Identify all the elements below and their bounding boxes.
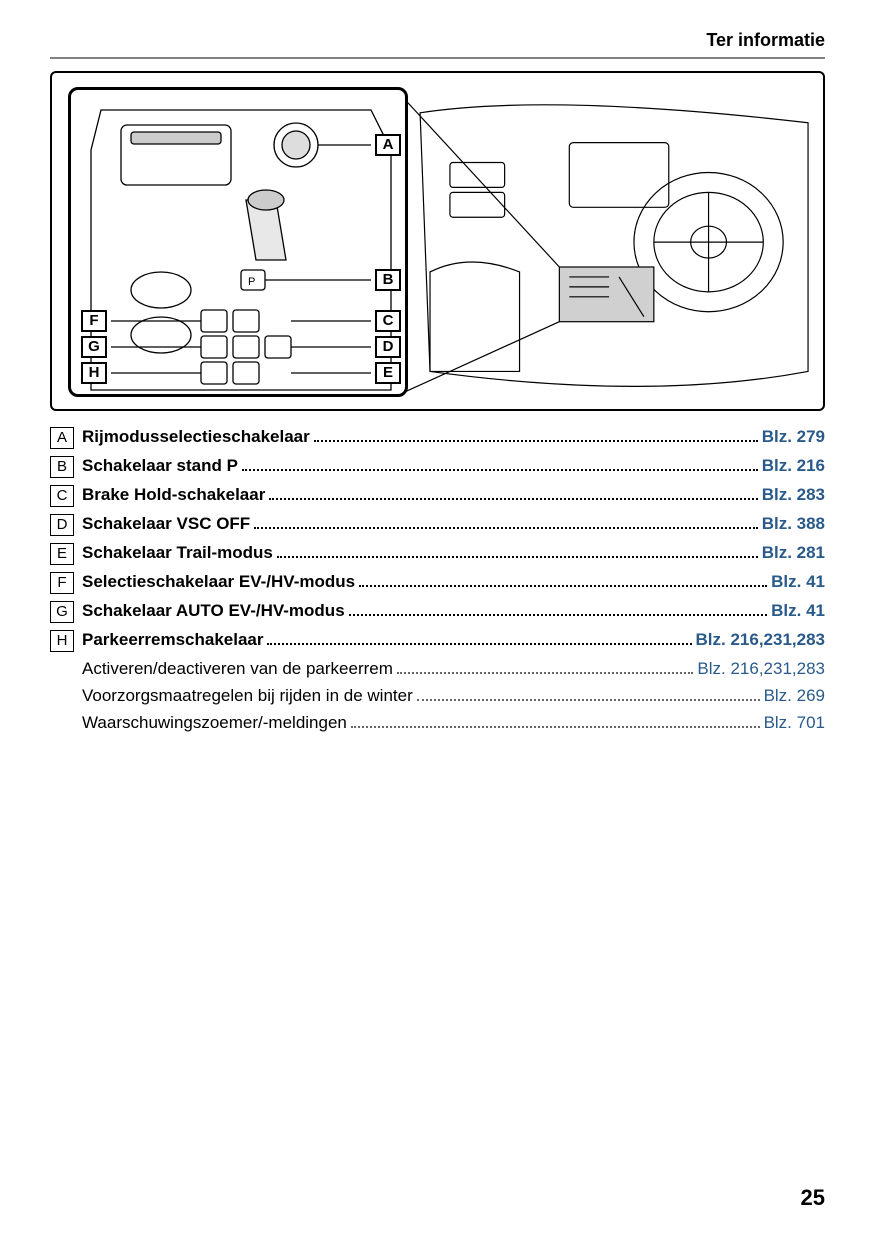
page-header: Ter informatie	[50, 30, 825, 59]
index-list: A Rijmodusselectieschakelaar Blz. 279 B …	[50, 425, 825, 733]
leader-dots	[269, 483, 757, 500]
figure-inset: P	[68, 87, 408, 397]
leader-dots	[359, 570, 767, 587]
svg-text:P: P	[248, 276, 255, 288]
index-label: Rijmodusselectieschakelaar	[82, 427, 310, 447]
index-label: Brake Hold-schakelaar	[82, 485, 265, 505]
leader-dots	[397, 657, 694, 674]
index-letter: G	[50, 601, 74, 623]
index-label: Parkeerremschakelaar	[82, 630, 263, 650]
leader-dots	[314, 425, 758, 442]
index-sublabel: Waarschuwingszoemer/-meldingen	[82, 713, 347, 733]
index-sublabel: Voorzorgsmaatregelen bij rijden in de wi…	[82, 686, 413, 706]
index-row: H Parkeerremschakelaar Blz. 216,231,283	[50, 628, 825, 652]
index-label: Schakelaar VSC OFF	[82, 514, 250, 534]
manual-page: Ter informatie	[0, 0, 875, 1241]
index-label: Selectieschakelaar EV-/HV-modus	[82, 572, 355, 592]
page-reference[interactable]: Blz. 216,231,283	[697, 659, 825, 679]
leader-dots	[417, 684, 760, 701]
index-letter: F	[50, 572, 74, 594]
index-subrow: Activeren/deactiveren van de parkeerrem …	[50, 657, 825, 679]
leader-dots	[351, 711, 760, 728]
index-subrow: Voorzorgsmaatregelen bij rijden in de wi…	[50, 684, 825, 706]
callout-a: A	[375, 134, 401, 156]
index-letter: A	[50, 427, 74, 449]
index-letter: H	[50, 630, 74, 652]
leader-dots	[349, 599, 767, 616]
callout-h: H	[81, 362, 107, 384]
page-reference[interactable]: Blz. 216,231,283	[696, 630, 825, 650]
console-illustration: P	[71, 90, 411, 400]
index-label: Schakelaar Trail-modus	[82, 543, 273, 563]
page-reference[interactable]: Blz. 269	[764, 686, 825, 706]
index-label: Schakelaar AUTO EV-/HV-modus	[82, 601, 345, 621]
leader-dots	[277, 541, 758, 558]
leader-dots	[242, 454, 758, 471]
page-reference[interactable]: Blz. 41	[771, 572, 825, 592]
index-row: D Schakelaar VSC OFF Blz. 388	[50, 512, 825, 536]
callout-f: F	[81, 310, 107, 332]
index-subrow: Waarschuwingszoemer/-meldingen Blz. 701	[50, 711, 825, 733]
index-letter: E	[50, 543, 74, 565]
figure-container: P	[50, 71, 825, 411]
index-sublabel: Activeren/deactiveren van de parkeerrem	[82, 659, 393, 679]
page-reference[interactable]: Blz. 283	[762, 485, 825, 505]
page-reference[interactable]: Blz. 279	[762, 427, 825, 447]
index-row: C Brake Hold-schakelaar Blz. 283	[50, 483, 825, 507]
callout-c: C	[375, 310, 401, 332]
index-row: A Rijmodusselectieschakelaar Blz. 279	[50, 425, 825, 449]
page-reference[interactable]: Blz. 216	[762, 456, 825, 476]
leader-dots	[254, 512, 758, 529]
index-row: B Schakelaar stand P Blz. 216	[50, 454, 825, 478]
index-row: F Selectieschakelaar EV-/HV-modus Blz. 4…	[50, 570, 825, 594]
index-letter: D	[50, 514, 74, 536]
header-title: Ter informatie	[706, 30, 825, 50]
callout-g: G	[81, 336, 107, 358]
leader-dots	[267, 628, 691, 645]
callout-b: B	[375, 269, 401, 291]
page-reference[interactable]: Blz. 281	[762, 543, 825, 563]
index-row: G Schakelaar AUTO EV-/HV-modus Blz. 41	[50, 599, 825, 623]
index-row: E Schakelaar Trail-modus Blz. 281	[50, 541, 825, 565]
page-reference[interactable]: Blz. 701	[764, 713, 825, 733]
index-label: Schakelaar stand P	[82, 456, 238, 476]
page-reference[interactable]: Blz. 388	[762, 514, 825, 534]
page-number: 25	[801, 1185, 825, 1211]
index-letter: B	[50, 456, 74, 478]
page-reference[interactable]: Blz. 41	[771, 601, 825, 621]
callout-e: E	[375, 362, 401, 384]
callout-d: D	[375, 336, 401, 358]
index-letter: C	[50, 485, 74, 507]
